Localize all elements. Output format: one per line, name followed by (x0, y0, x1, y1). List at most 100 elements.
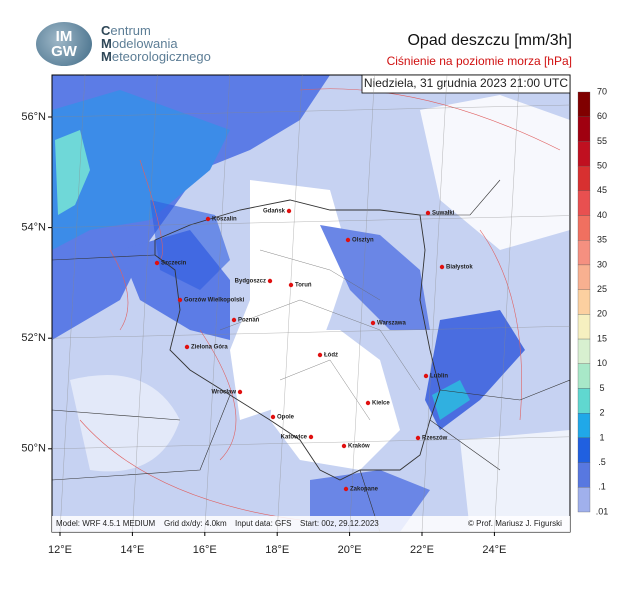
city-marker (237, 389, 243, 395)
city-marker (365, 400, 371, 406)
grid-line (276, 74, 303, 533)
city-marker (177, 297, 183, 303)
colorbar-swatch (577, 413, 591, 439)
grid-line (349, 74, 375, 533)
colorbar-label: 5 (599, 383, 604, 393)
colorbar-swatch (577, 190, 591, 216)
city-label: Rzeszów (422, 436, 448, 442)
colorbar-label: 45 (597, 185, 607, 195)
colorbar-label: 15 (597, 333, 607, 343)
grid-line (132, 74, 158, 533)
lon-tick-label: 22°E (410, 544, 434, 556)
city-label: Zielona Góra (191, 345, 228, 351)
lat-tick-label: 54°N (21, 222, 46, 234)
lat-tick-label: 52°N (21, 332, 46, 344)
city-label: Poznań (238, 318, 260, 324)
city-label: Białystok (446, 265, 473, 271)
city-label: Łódź (324, 353, 338, 359)
precip-field (52, 75, 570, 532)
city-marker (154, 260, 160, 266)
footer-text: Grid dx/dy: 4.0km (164, 519, 227, 528)
city-label: Suwałki (432, 211, 455, 217)
colorbar-swatch (577, 338, 591, 364)
city-marker (231, 317, 237, 323)
org-line: Meteorologicznego (101, 49, 211, 64)
city-label: Toruń (295, 283, 312, 289)
colorbar-label: 25 (597, 284, 607, 294)
city-label: Olsztyn (352, 238, 374, 244)
city-marker (341, 443, 347, 449)
city-label: Kraków (348, 444, 370, 450)
colorbar-swatch (577, 388, 591, 414)
logo: IM GW (36, 22, 92, 66)
logo-text: GW (51, 43, 77, 60)
colorbar-label: .01 (596, 506, 609, 516)
colorbar-swatch (577, 462, 591, 488)
colorbar-label: 2 (599, 408, 604, 418)
city-marker (205, 216, 211, 222)
city-marker (343, 486, 349, 492)
city-label: Warszawa (377, 321, 406, 327)
colorbar-swatch (577, 116, 591, 142)
colorbar-swatch (577, 363, 591, 389)
lat-tick-label: 50°N (21, 443, 46, 455)
city-marker (184, 344, 190, 350)
subtitle: Ciśnienie na poziomie morza [hPa] (386, 54, 572, 68)
colorbar-label: .1 (598, 482, 606, 492)
lon-tick-label: 24°E (482, 544, 506, 556)
footer-box (52, 516, 570, 532)
grid-line (421, 74, 448, 533)
colorbar-label: 50 (597, 160, 607, 170)
city-label: Bydgoszcz (235, 279, 266, 285)
colorbar-swatch (577, 215, 591, 241)
lat-tick-label: 56°N (21, 111, 46, 123)
colorbar-label: 70 (597, 86, 607, 96)
city-marker (308, 434, 314, 440)
colorbar-label: 10 (597, 358, 607, 368)
colorbar-label: 20 (597, 309, 607, 319)
footer-text: © Prof. Mariusz J. Figurski (468, 519, 562, 528)
grid-line (51, 325, 571, 339)
colorbar-swatch (577, 240, 591, 266)
colorbar-label: 40 (597, 210, 607, 220)
city-marker (317, 352, 323, 358)
time-box (361, 74, 571, 94)
colorbar-label: 55 (597, 136, 607, 146)
colorbar-swatch (577, 91, 591, 117)
city-label: Szczecin (161, 261, 187, 267)
footer-text: Input data: GFS (235, 519, 291, 528)
city-marker (423, 373, 429, 379)
org-line: Centrum (101, 23, 151, 38)
lon-tick-label: 12°E (48, 544, 72, 556)
city-label: Koszalin (212, 217, 237, 223)
colorbar-label: .5 (598, 457, 606, 467)
city-marker (270, 414, 276, 420)
colorbar-swatch (577, 487, 591, 513)
lon-tick-label: 14°E (120, 544, 144, 556)
city-marker (439, 264, 445, 270)
grid-line (204, 74, 231, 533)
colorbar-label: 60 (597, 111, 607, 121)
city-label: Wrocław (211, 390, 236, 396)
footer-text: Start: 00z, 29.12.2023 (300, 519, 379, 528)
city-label: Katowice (281, 435, 308, 441)
city-marker (286, 208, 292, 214)
city-marker (415, 435, 421, 441)
city-marker (345, 237, 351, 243)
org-line: Modelowania (101, 36, 178, 51)
colorbar-swatch (577, 264, 591, 290)
colorbar-swatch (577, 314, 591, 340)
grid-line (51, 436, 571, 450)
valid-time: Niedziela, 31 grudnia 2023 21:00 UTC (364, 76, 568, 90)
colorbar-label: 35 (597, 235, 607, 245)
footer-text: Model: WRF 4.5.1 MEDIUM (56, 519, 155, 528)
city-label: Gorzów Wielkopolski (184, 298, 245, 304)
city-label: Gdańsk (263, 209, 286, 215)
lon-tick-label: 18°E (265, 544, 289, 556)
organization: Centrum Modelowania Meteorologicznego (101, 24, 211, 63)
city-label: Lublin (430, 374, 448, 380)
colorbar-swatch (577, 437, 591, 463)
lon-tick-label: 16°E (193, 544, 217, 556)
